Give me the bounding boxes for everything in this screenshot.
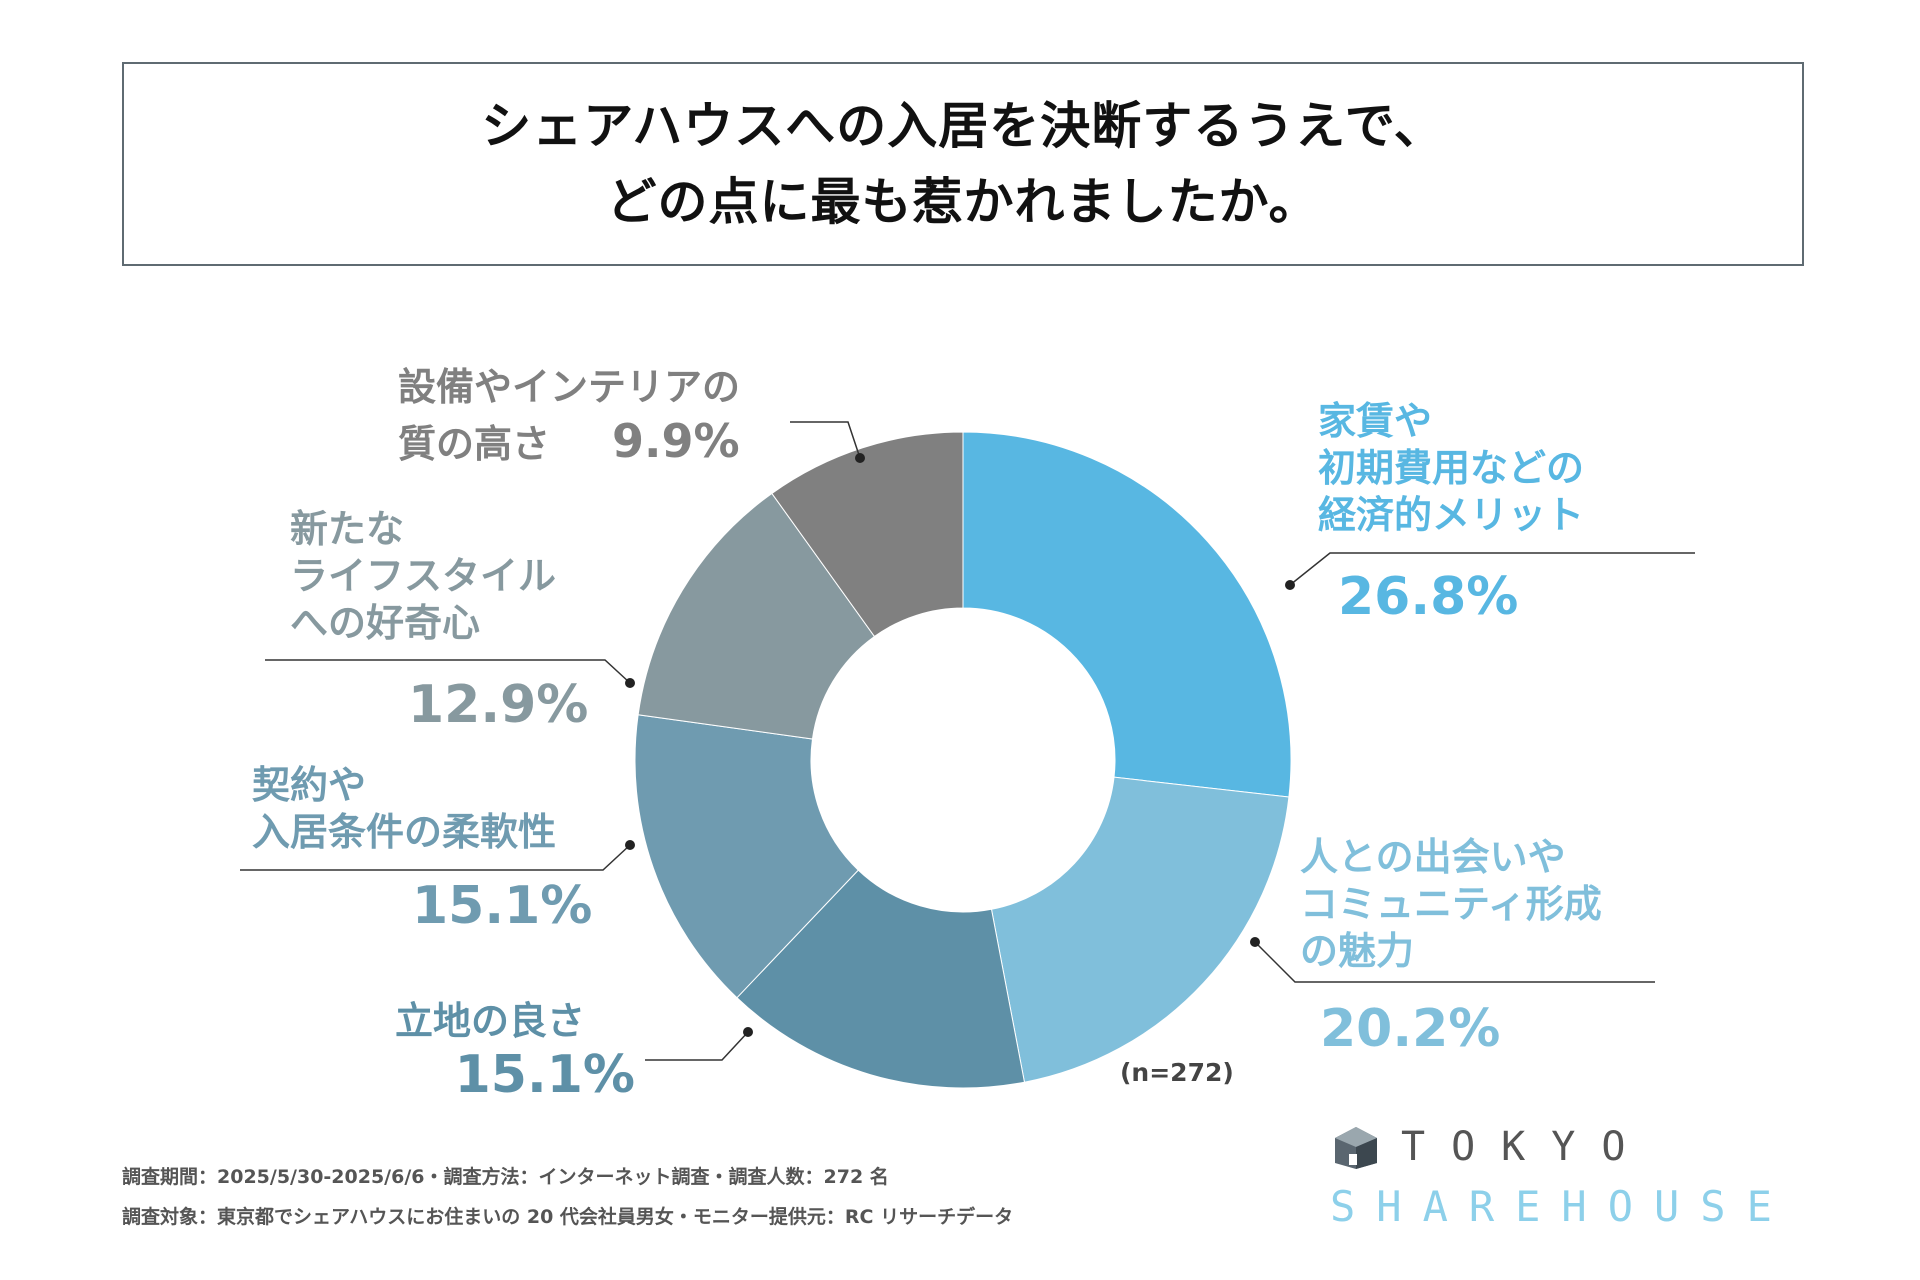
label-value: 26.8% bbox=[1338, 567, 1519, 627]
label-economic-merit: 家賃や 初期費用などの 経済的メリット 26.8% bbox=[1318, 398, 1584, 627]
label-value: 15.1% bbox=[412, 876, 593, 936]
label-name: 初期費用などの bbox=[1318, 446, 1585, 490]
donut-slice-2 bbox=[736, 869, 1026, 1089]
leader-line-0 bbox=[1289, 552, 1695, 586]
label-name: 質の高さ bbox=[398, 422, 551, 466]
label-name: 経済的メリット bbox=[1318, 493, 1585, 537]
leader-line-1 bbox=[1254, 941, 1655, 983]
label-name: 契約や bbox=[252, 763, 367, 807]
leader-dot-5 bbox=[855, 453, 865, 463]
label-facilities: 設備やインテリアの 質の高さ 9.9% bbox=[398, 364, 740, 471]
label-value: 9.9% bbox=[612, 414, 740, 468]
label-lifestyle: 新たな ライフスタイル への好奇心 12.9% bbox=[290, 506, 588, 735]
title-line-2: どの点に最も惹かれましたか。 bbox=[606, 173, 1320, 231]
leader-dot-4 bbox=[625, 678, 635, 688]
leader-line-3 bbox=[240, 844, 631, 871]
survey-target-note: 調査対象：東京都でシェアハウスにお住まいの 20 代会社員男女・モニター提供元：… bbox=[122, 1206, 1014, 1228]
label-name: ライフスタイル bbox=[290, 554, 557, 598]
survey-period-note: 調査期間：2025/5/30-2025/6/6・調査方法：インターネット調査・調… bbox=[122, 1166, 889, 1188]
donut-slice-5 bbox=[771, 431, 964, 638]
logo-tokyo: TOKYO bbox=[1333, 1124, 1651, 1170]
leader-line-4 bbox=[265, 659, 631, 684]
leader-line-5 bbox=[790, 421, 861, 459]
title-box: シェアハウスへの入居を決断するうえで、 どの点に最も惹かれましたか。 bbox=[122, 62, 1804, 266]
donut-slice-1 bbox=[990, 776, 1290, 1083]
label-value: 15.1% bbox=[454, 1045, 635, 1105]
label-name: 設備やインテリアの bbox=[398, 365, 741, 409]
donut-slice-3 bbox=[634, 714, 859, 999]
logo-text-sharehouse: SHAREHOUSE bbox=[1330, 1182, 1793, 1231]
label-community: 人との出会いや コミュニティ形成 の魅力 20.2% bbox=[1300, 834, 1602, 1059]
label-flexibility: 契約や 入居条件の柔軟性 15.1% bbox=[252, 762, 592, 936]
label-name: コミュニティ形成 bbox=[1300, 882, 1602, 926]
label-name: 立地の良さ bbox=[395, 999, 586, 1043]
house-cube-icon bbox=[1335, 1127, 1377, 1169]
label-name: 人との出会いや bbox=[1300, 835, 1566, 879]
label-name: への好奇心 bbox=[290, 601, 481, 645]
leader-dot-3 bbox=[625, 840, 635, 850]
leader-dot-1 bbox=[1250, 937, 1260, 947]
label-name: 入居条件の柔軟性 bbox=[252, 810, 557, 854]
label-name: の魅力 bbox=[1300, 929, 1415, 973]
leader-dot-0 bbox=[1285, 580, 1295, 590]
logo-text-tokyo: TOKYO bbox=[1401, 1124, 1652, 1170]
sample-size-note: (n=272) bbox=[1120, 1058, 1234, 1087]
donut-slice-0 bbox=[962, 431, 1292, 798]
title-line-1: シェアハウスへの入居を決断するうえで、 bbox=[481, 97, 1445, 155]
leader-dot-2 bbox=[743, 1027, 753, 1037]
label-name: 新たな bbox=[290, 507, 405, 551]
label-location: 立地の良さ 15.1% bbox=[395, 998, 635, 1105]
label-value: 12.9% bbox=[408, 675, 589, 735]
leader-line-2 bbox=[645, 1031, 749, 1061]
label-name: 家賃や bbox=[1318, 399, 1433, 443]
label-value: 20.2% bbox=[1320, 999, 1501, 1059]
